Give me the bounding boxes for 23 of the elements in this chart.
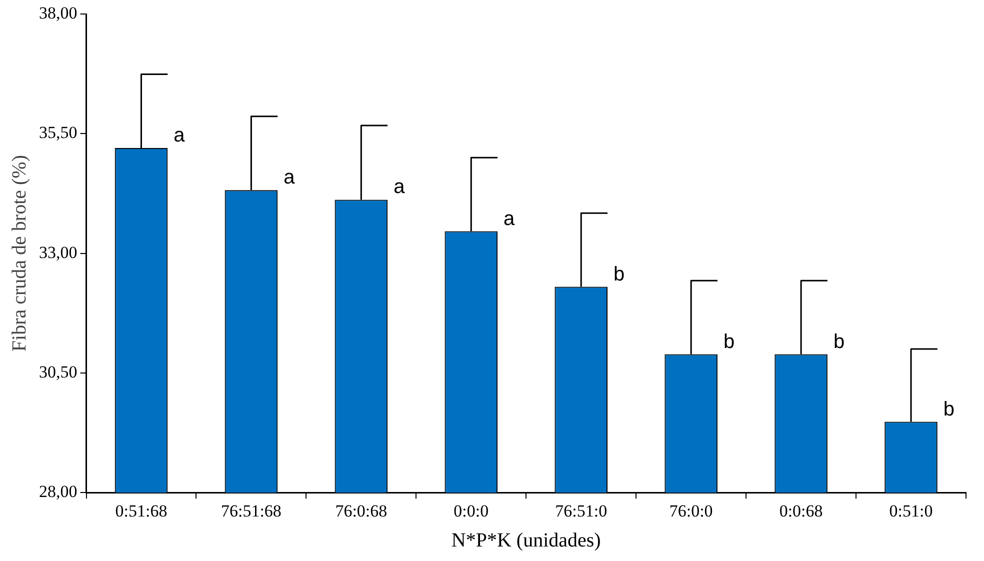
- annotation: b: [723, 330, 735, 353]
- x-tick-label: 0:51:68: [115, 501, 168, 520]
- x-tick-label: 0:0:0: [454, 501, 489, 520]
- y-tick-label: 30,50: [39, 362, 78, 382]
- y-tick-label: 28,00: [39, 482, 78, 502]
- x-tick-label: 76:0:0: [669, 501, 713, 520]
- annotation: a: [394, 176, 406, 198]
- x-tick-label: 0:51:0: [889, 501, 933, 520]
- annotation: b: [943, 398, 955, 420]
- annotation: a: [504, 208, 516, 230]
- x-tick-label: 0:0:68: [779, 501, 823, 520]
- x-axis-title: N*P*K (unidades): [451, 529, 601, 552]
- annotation: a: [284, 166, 296, 189]
- x-tick-label: 76:0:68: [335, 501, 388, 520]
- y-tick-label: 33,00: [39, 242, 78, 262]
- annotation: a: [174, 124, 186, 147]
- x-tick-label: 76:51:68: [220, 501, 282, 520]
- y-tick-label: 35,50: [39, 123, 78, 142]
- annotation: b: [614, 263, 625, 286]
- y-tick-label: 38,00: [39, 3, 78, 22]
- y-axis-title: Fibra cruda de brote (%): [8, 155, 30, 352]
- annotation: b: [833, 330, 845, 353]
- x-tick-label: 76:51:0: [555, 501, 608, 520]
